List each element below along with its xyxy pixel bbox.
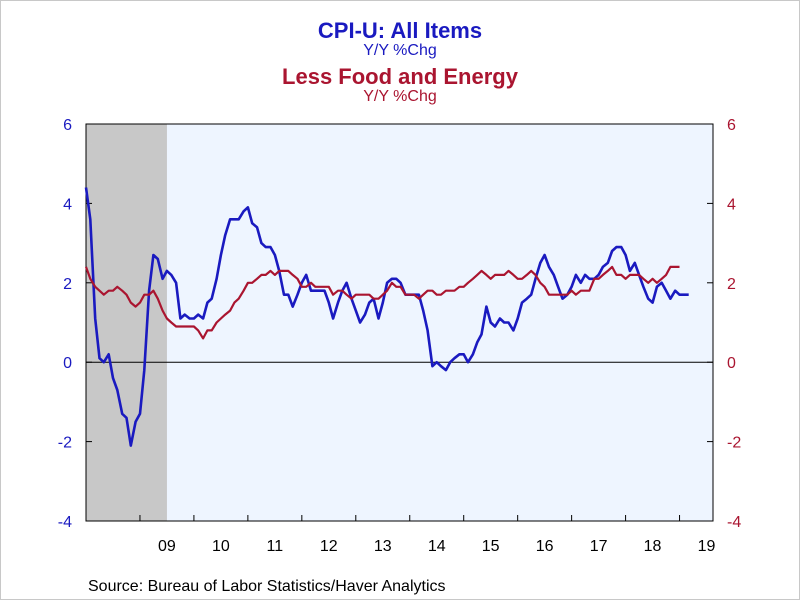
recession-band (86, 124, 167, 521)
plot-area (86, 124, 713, 521)
chart-subtitle-series2: Y/Y %Chg (363, 88, 437, 105)
chart-title-series2: Less Food and Energy (282, 64, 518, 89)
y-tick-label-right: -2 (727, 435, 741, 452)
y-tick-label-left: 4 (63, 196, 72, 213)
x-tick-label: 14 (428, 538, 446, 555)
y-tick-label-left: -2 (58, 435, 72, 452)
source-note: Source: Bureau of Labor Statistics/Haver… (88, 578, 446, 595)
y-tick-label-right: 6 (727, 117, 736, 134)
series-line-cpi-all-items (84, 187, 689, 447)
y-tick-label-left: 0 (63, 355, 72, 372)
y-tick-label-left: -4 (58, 514, 72, 531)
y-tick-label-right: 2 (727, 276, 736, 293)
series-line-less-food-energy (84, 265, 680, 340)
x-tick-label: 18 (644, 538, 662, 555)
x-tick-label: 19 (698, 538, 716, 555)
x-tick-label: 10 (212, 538, 230, 555)
x-tick-label: 11 (267, 538, 284, 555)
y-tick-label-left: 6 (63, 117, 72, 134)
x-tick-label: 15 (482, 538, 500, 555)
chart-title-series1: CPI-U: All Items (317, 18, 483, 43)
x-tick-label: 09 (158, 538, 176, 555)
x-tick-label: 17 (590, 538, 608, 555)
y-tick-label-right: 4 (727, 196, 736, 213)
y-tick-label-right: 0 (727, 355, 736, 372)
x-tick-label: 12 (320, 538, 338, 555)
x-tick-label: 16 (536, 538, 554, 555)
plot-border (85, 123, 714, 522)
x-tick-label: 13 (374, 538, 392, 555)
y-tick-label-left: 2 (63, 276, 72, 293)
y-tick-label-right: -4 (727, 514, 741, 531)
chart-subtitle-series1: Y/Y %Chg (363, 42, 437, 59)
